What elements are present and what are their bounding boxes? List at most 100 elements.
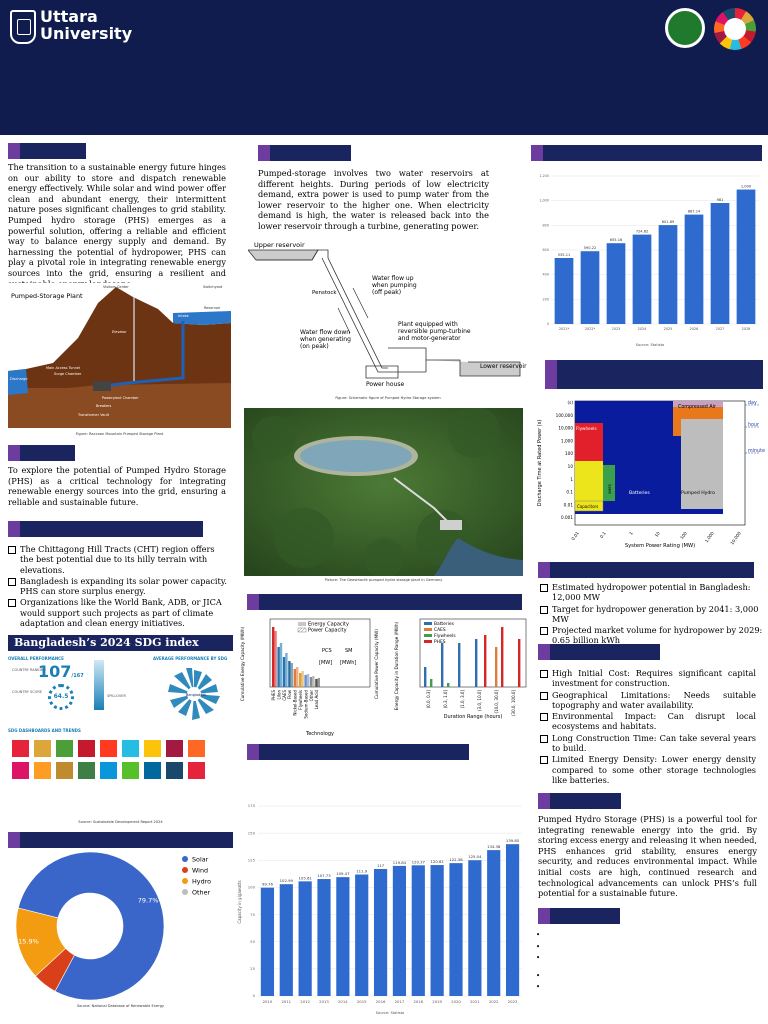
sdg-goal-tile bbox=[56, 762, 73, 779]
y-tick-label: 10,000 bbox=[558, 426, 573, 431]
donut-slice-solar bbox=[17, 851, 165, 1001]
section-bar-market-volume bbox=[531, 145, 762, 161]
storage-capacity-charts: Cumulative Energy Capacity (MWh) Cumulat… bbox=[240, 618, 527, 737]
list-item: Limited Energy Density: Lower energy den… bbox=[540, 754, 756, 785]
energy-bar bbox=[288, 661, 291, 687]
list-item: Estimated hydropower potential in Bangla… bbox=[540, 582, 765, 603]
storage-power-duration-chart: Compressed Air Flywheels Batteries Pumpe… bbox=[537, 400, 765, 549]
section-bar-introduction bbox=[8, 143, 86, 159]
plant-label: Intake bbox=[178, 314, 189, 318]
x-tick-label: 2022 bbox=[489, 999, 499, 1004]
x-tick-label: 0.01 bbox=[570, 530, 580, 541]
capacity-data-label: 105.61 bbox=[298, 875, 312, 880]
x-tick-label: 2021 bbox=[470, 999, 480, 1004]
market-bar bbox=[606, 243, 626, 324]
sdg-goal-tile bbox=[12, 740, 29, 757]
list-item: High Initial Cost: Requires significant … bbox=[540, 668, 756, 689]
capacity-data-label: 125.04 bbox=[468, 854, 482, 859]
x-tick-label: 2014 bbox=[338, 999, 348, 1004]
ragone-yticks: (s) 100,000 10,000 1,000 100 10 1 0.1 0.01 0.001 bbox=[556, 400, 574, 520]
capacity-data-label: 120.61 bbox=[430, 859, 444, 864]
mid-chart-xticks: (0.0, 0.3] (0.3, 1.0] (1.0, 3.0] (3.0, 10.0… bbox=[426, 690, 516, 716]
plant-label: Visitors Center bbox=[103, 285, 129, 289]
market-bar bbox=[658, 225, 678, 324]
label-line: when pumping bbox=[372, 282, 417, 289]
section-tab bbox=[247, 744, 259, 760]
donut-source: Source: National Database of Renewable E… bbox=[76, 1004, 165, 1008]
legend-label: PHES bbox=[434, 639, 446, 645]
country-score-gauge: 64.5 bbox=[48, 684, 74, 710]
conclusion-text: Pumped Hydro Storage (PHS) is a powerful… bbox=[538, 814, 757, 899]
x-tick-label: 2021* bbox=[559, 327, 570, 331]
y-tick-label: 100 bbox=[248, 885, 256, 890]
range-tick-label: (30.0, 100.0] bbox=[511, 690, 516, 716]
power-bar bbox=[274, 631, 277, 687]
label-line: Water flow down bbox=[300, 329, 350, 336]
capacity-bar bbox=[260, 887, 275, 996]
legend-power-capacity: Power Capacity bbox=[308, 628, 347, 634]
plant-label: Transformer Vault bbox=[77, 413, 110, 417]
sdg-goal-tile bbox=[78, 762, 95, 779]
mid-chart-ylabel: Energy Capacity in Duration Range (MWh) bbox=[394, 621, 399, 710]
legend-swatch bbox=[182, 867, 188, 873]
donut-slice-hydro bbox=[15, 907, 67, 977]
capacity-data-label: 119.84 bbox=[393, 860, 407, 865]
y-tick-label: 0 bbox=[253, 993, 256, 998]
x-tick-label: 2019 bbox=[432, 999, 442, 1004]
left-chart-xlabel: Technology bbox=[305, 731, 334, 737]
capacity-bar bbox=[430, 865, 444, 996]
capacity-ylabel: Capacity in gigawatts bbox=[237, 880, 242, 923]
sdg-tile-grid bbox=[12, 740, 205, 779]
pcs-label: PCS bbox=[322, 648, 332, 654]
region-batteries: Batteries bbox=[629, 490, 650, 496]
power-bar bbox=[312, 676, 315, 687]
range-tick-label: (0.0, 0.3] bbox=[426, 690, 431, 709]
reference-item: • bbox=[536, 971, 541, 980]
sdg-goal-tile bbox=[100, 740, 117, 757]
mid-chart-xlabel: Duration Range (hours) bbox=[444, 714, 503, 720]
x-tick-label: 2022* bbox=[585, 327, 596, 331]
market-data-label: 655.16 bbox=[610, 238, 623, 242]
section-bar-bangladesh bbox=[8, 521, 203, 537]
x-tick-label: 2011 bbox=[281, 999, 291, 1004]
donut-legend: Solar Wind Hydro Other bbox=[182, 856, 211, 897]
x-tick-label: 2020 bbox=[451, 999, 461, 1004]
capacity-data-label: 99.76 bbox=[262, 882, 273, 887]
capacity-data-label: 111.9 bbox=[356, 869, 367, 874]
x-tick-label: 2027 bbox=[716, 327, 725, 331]
tech-tick-label: Flywheels bbox=[298, 690, 303, 710]
left-chart-bars bbox=[272, 627, 320, 687]
diagram-label-upper-reservoir: Upper reservoir bbox=[254, 241, 305, 249]
market-source: Source: Statista bbox=[636, 343, 664, 347]
capacity-bar bbox=[449, 863, 463, 996]
left-chart-y2label: Cumulative Power Capacity (MW) bbox=[374, 629, 379, 699]
donut-data-label: 79.7% bbox=[138, 896, 159, 904]
energy-bar bbox=[293, 669, 296, 687]
sdg-index-heading: Bangladesh’s 2024 SDG index bbox=[8, 635, 233, 651]
x-tick-label: 0.1 bbox=[599, 530, 607, 539]
sdg-goal-tile bbox=[188, 740, 205, 757]
label-line: Plant equipped with bbox=[398, 321, 458, 328]
diagram-label-plant: Plant equipped with reversible pump-turbi… bbox=[398, 321, 471, 342]
x-tick-label: 2013 bbox=[319, 999, 329, 1004]
sdg-wheel-icon bbox=[714, 8, 756, 50]
plant-label: Surge Chamber bbox=[54, 372, 82, 376]
range-tick-label: (10.0, 30.0] bbox=[494, 690, 499, 714]
capacity-data-label: 120.37 bbox=[412, 859, 426, 864]
sdg-goal-tile bbox=[144, 740, 161, 757]
x-tick-label: 2017 bbox=[395, 999, 405, 1004]
capacity-bar bbox=[373, 868, 388, 996]
mechanism-text: Pumped-storage involves two water reserv… bbox=[258, 168, 489, 231]
sdg-goal-tile bbox=[122, 740, 139, 757]
market-data-label: 801.89 bbox=[662, 220, 675, 224]
legend-label-wind: Wind bbox=[192, 867, 208, 875]
y-tick-label: 1,200 bbox=[539, 174, 549, 178]
legend-swatch bbox=[182, 878, 188, 884]
capacity-bar bbox=[355, 874, 369, 996]
power-bar bbox=[306, 674, 310, 687]
market-data-label: 887.14 bbox=[688, 210, 701, 214]
y-tick-label: 10 bbox=[568, 464, 574, 469]
tech-tick-label: Nickel-Based bbox=[293, 690, 298, 716]
energy-bar bbox=[315, 679, 318, 687]
plant-label: Main Access Tunnel bbox=[46, 366, 80, 370]
